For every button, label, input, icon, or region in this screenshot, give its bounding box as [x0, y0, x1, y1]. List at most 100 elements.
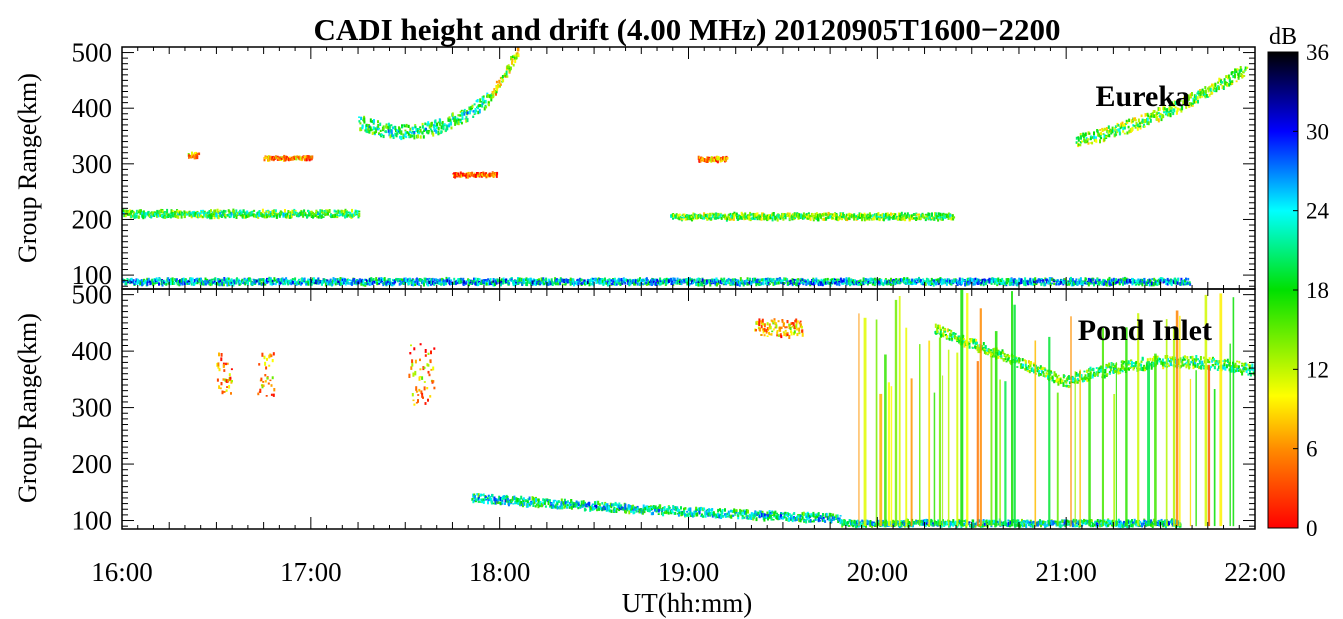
echo-mark	[588, 282, 591, 287]
echo-mark	[1008, 279, 1011, 284]
echo-mark	[577, 279, 580, 283]
echo-mark	[544, 505, 547, 508]
echo-mark	[1003, 283, 1006, 286]
echo-mark	[821, 218, 824, 221]
echo-mark	[723, 279, 726, 285]
echo-mark	[196, 154, 199, 157]
echo-mark	[1126, 279, 1128, 284]
echo-mark	[1001, 277, 1004, 281]
echo-mark	[748, 280, 751, 285]
echo-mark	[388, 278, 391, 283]
echo-mark	[994, 280, 997, 283]
echo-mark	[1131, 120, 1134, 123]
echo-mark	[132, 214, 135, 218]
echo-mark	[742, 282, 745, 286]
echo-mark	[1172, 111, 1175, 116]
echo-mark	[356, 280, 358, 284]
echo-mark	[490, 498, 493, 503]
echo-mark	[572, 279, 574, 283]
echo-mark	[1184, 101, 1187, 106]
echo-mark	[162, 215, 165, 219]
echo-mark	[378, 283, 381, 285]
echo-mark	[731, 278, 734, 282]
echo-mark	[453, 117, 456, 123]
echo-mark	[1119, 125, 1122, 130]
echo-mark	[1166, 277, 1169, 282]
echo-mark	[468, 107, 471, 111]
echo-mark	[378, 127, 381, 130]
echo-mark	[842, 278, 845, 281]
echo-mark	[504, 497, 506, 500]
echo-mark	[522, 278, 524, 282]
echo-mark	[465, 282, 468, 285]
echo-mark	[230, 280, 233, 284]
echo-mark	[804, 279, 807, 282]
echo-mark	[727, 213, 730, 216]
echo-mark	[358, 116, 361, 118]
echo-mark	[316, 211, 319, 214]
echo-mark	[477, 110, 480, 115]
echo-mark	[658, 281, 661, 286]
echo-mark	[925, 280, 927, 283]
echo-mark	[499, 496, 502, 502]
echo-mark	[872, 214, 875, 218]
echo-mark	[1091, 141, 1094, 145]
echo-mark	[490, 93, 493, 97]
echo-mark	[456, 117, 459, 120]
echo-mark	[676, 214, 679, 217]
echo-mark	[1127, 125, 1130, 129]
echo-mark	[779, 215, 782, 218]
echo-mark	[561, 283, 564, 286]
echo-mark	[366, 128, 369, 134]
echo-mark	[753, 217, 756, 221]
echo-mark	[198, 152, 201, 156]
echo-mark	[392, 126, 395, 130]
echo-mark	[823, 278, 825, 283]
echo-mark	[966, 280, 969, 284]
echo-mark	[1053, 282, 1056, 286]
echo-mark	[294, 277, 297, 282]
echo-mark	[514, 59, 517, 64]
echo-mark	[513, 495, 516, 501]
echo-mark	[822, 213, 825, 217]
echo-mark	[399, 280, 402, 283]
echo-mark	[209, 282, 212, 287]
echo-mark	[1213, 87, 1216, 90]
echo-mark	[1146, 280, 1149, 282]
y-tick-label: 500	[72, 38, 113, 68]
echo-mark	[1147, 281, 1150, 284]
echo-mark	[723, 157, 726, 161]
echo-mark	[1135, 121, 1138, 126]
echo-mark	[200, 214, 202, 218]
echo-mark	[313, 277, 316, 281]
echo-mark	[791, 213, 794, 216]
echo-mark	[762, 278, 765, 282]
echo-mark	[1217, 81, 1220, 84]
echo-mark	[453, 281, 456, 285]
echo-mark	[298, 213, 301, 217]
echo-mark	[1030, 281, 1033, 285]
echo-mark	[1204, 86, 1207, 89]
echo-mark	[620, 278, 623, 282]
echo-mark	[629, 278, 632, 281]
echo-mark	[409, 134, 412, 139]
echo-mark	[325, 213, 328, 216]
echo-mark	[329, 278, 332, 281]
echo-mark	[719, 279, 722, 284]
echo-mark	[1156, 280, 1159, 285]
echo-mark	[848, 217, 851, 221]
echo-mark	[944, 215, 947, 219]
echo-mark	[635, 279, 638, 282]
echo-mark	[265, 280, 267, 284]
echo-mark	[485, 282, 488, 286]
echo-mark	[878, 283, 881, 286]
echo-mark	[942, 280, 945, 285]
echo-mark	[935, 212, 938, 217]
echo-mark	[1043, 282, 1046, 287]
echo-mark	[590, 280, 593, 283]
echo-mark	[1212, 85, 1215, 89]
echo-mark	[509, 66, 512, 70]
echo-mark	[185, 211, 187, 215]
echo-mark	[632, 279, 635, 283]
echo-mark	[1155, 282, 1158, 286]
